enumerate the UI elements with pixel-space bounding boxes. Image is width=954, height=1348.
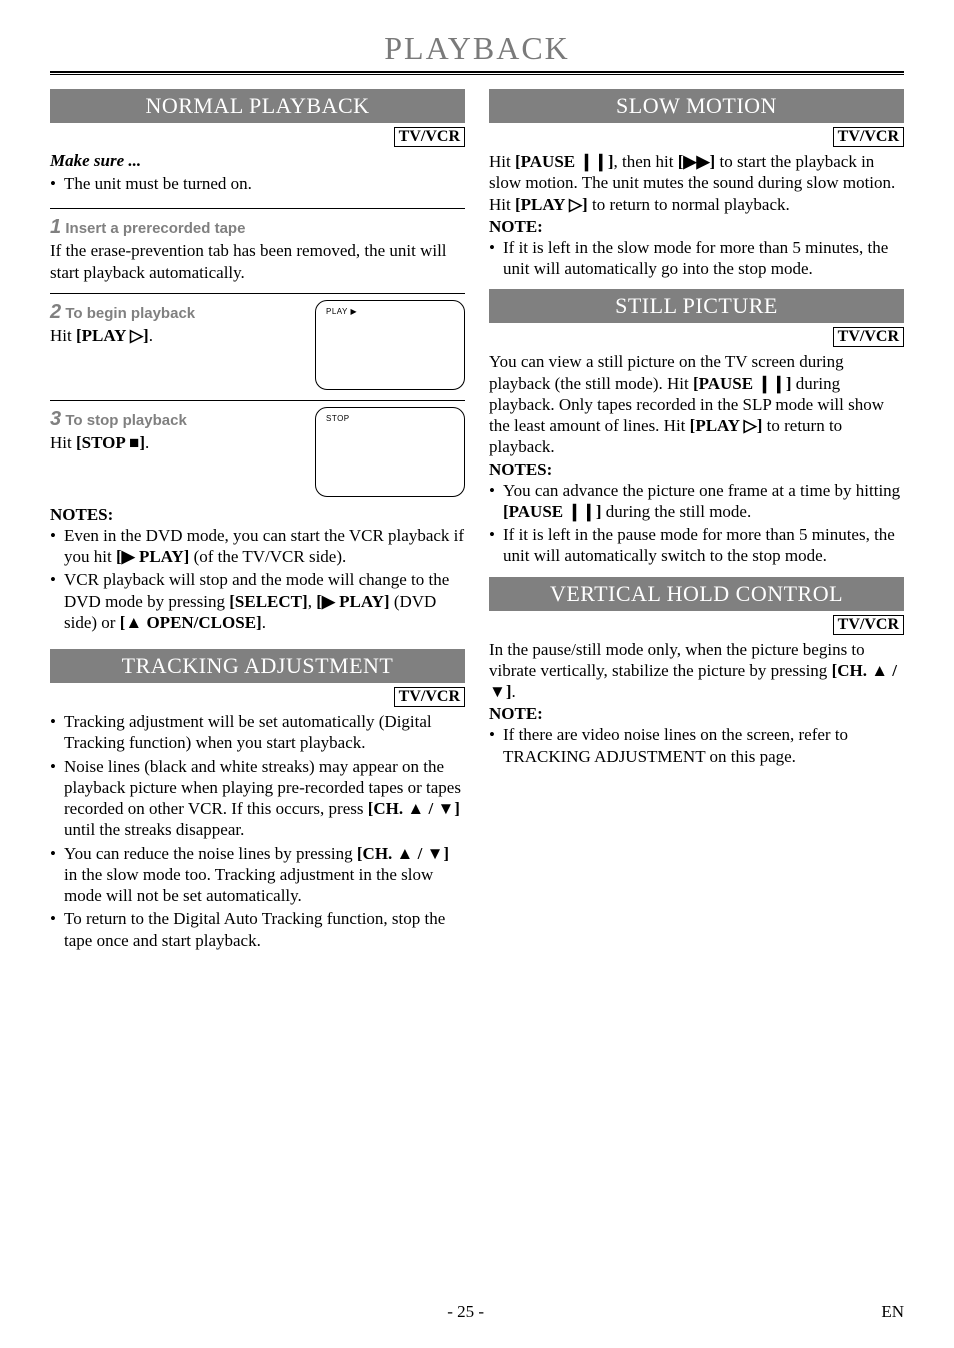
vhold-note-1: If there are video noise lines on the sc…	[489, 724, 904, 767]
normal-note-2f: [▲ OPEN/CLOSE]	[120, 613, 262, 632]
stop-key-label: STOP	[326, 414, 350, 423]
slow-b: [PAUSE ❙❙]	[515, 152, 614, 171]
still-note-1a: You can advance the picture one frame at…	[503, 481, 900, 500]
tvvcr-badge-wrap: TV/VCR	[50, 127, 465, 147]
title-rule-thick	[50, 71, 904, 73]
normal-note-2: VCR playback will stop and the mode will…	[50, 569, 465, 633]
step-2-body-c: .	[149, 326, 153, 345]
slow-note-list: If it is left in the slow mode for more …	[489, 237, 904, 280]
slow-g: to return to normal playback.	[588, 195, 790, 214]
vhold-a: In the pause/still mode only, when the p…	[489, 640, 865, 680]
slow-note-heading: NOTE:	[489, 217, 904, 237]
step-2-line: 2 To begin playback	[50, 300, 305, 325]
content-columns: NORMAL PLAYBACK TV/VCR Make sure ... The…	[50, 89, 904, 953]
footer-lang: EN	[881, 1302, 904, 1322]
vhold-c: .	[512, 682, 516, 701]
tvvcr-badge-3: TV/VCR	[833, 127, 904, 147]
slow-note-1: If it is left in the slow mode for more …	[489, 237, 904, 280]
step-2-body-b: [PLAY ▷]	[76, 326, 149, 345]
step-1-line: 1 Insert a prerecorded tape	[50, 215, 465, 240]
step-3-number: 3	[50, 408, 61, 430]
step-2-body-a: Hit	[50, 326, 76, 345]
section-normal-playback-header: NORMAL PLAYBACK	[50, 89, 465, 123]
tracking-item-2c: until the streaks disappear.	[64, 820, 244, 839]
vhold-note-list: If there are video noise lines on the sc…	[489, 724, 904, 767]
slow-f: [PLAY ▷]	[515, 195, 588, 214]
step-3-body-b: [STOP ■]	[76, 433, 145, 452]
section-vhold-header: VERTICAL HOLD CONTROL	[489, 577, 904, 611]
tracking-item-3: You can reduce the noise lines by pressi…	[50, 843, 465, 907]
normal-note-1b: [▶ PLAY]	[116, 547, 189, 566]
slow-c: , then hit	[614, 152, 678, 171]
title-rule-thin	[50, 74, 904, 75]
normal-note-2b: [SELECT]	[229, 592, 307, 611]
still-notes-list: You can advance the picture one frame at…	[489, 480, 904, 567]
make-sure-item: The unit must be turned on.	[50, 173, 465, 194]
page-title: PLAYBACK	[50, 30, 904, 67]
normal-note-2g: .	[262, 613, 266, 632]
still-note-2: If it is left in the pause mode for more…	[489, 524, 904, 567]
tracking-item-2b: [CH. ▲ / ▼]	[368, 799, 460, 818]
page-footer: - 25 - EN	[50, 1302, 904, 1322]
tvvcr-badge-wrap-4: TV/VCR	[489, 327, 904, 347]
step-1-label: Insert a prerecorded tape	[65, 220, 245, 237]
normal-note-1: Even in the DVD mode, you can start the …	[50, 525, 465, 568]
normal-note-2d: [▶ PLAY]	[316, 592, 389, 611]
right-column: SLOW MOTION TV/VCR Hit [PAUSE ❙❙], then …	[489, 89, 904, 953]
tvvcr-badge-4: TV/VCR	[833, 327, 904, 347]
still-b: [PAUSE ❙❙]	[693, 374, 792, 393]
step-3-body: Hit [STOP ■].	[50, 432, 305, 453]
tvvcr-badge-wrap-3: TV/VCR	[489, 127, 904, 147]
tvvcr-badge-wrap-5: TV/VCR	[489, 615, 904, 635]
still-note-1b: [PAUSE ❙❙]	[503, 502, 602, 521]
vhold-note-heading: NOTE:	[489, 704, 904, 724]
step-3-body-c: .	[145, 433, 149, 452]
left-column: NORMAL PLAYBACK TV/VCR Make sure ... The…	[50, 89, 465, 953]
tvvcr-badge: TV/VCR	[394, 127, 465, 147]
step-2-label: To begin playback	[65, 305, 195, 322]
normal-note-1c: (of the TV/VCR side).	[189, 547, 346, 566]
step-1-number: 1	[50, 216, 61, 238]
footer-page-number: - 25 -	[447, 1302, 484, 1322]
step-3-line: 3 To stop playback	[50, 407, 305, 432]
step-2-body: Hit [PLAY ▷].	[50, 325, 305, 346]
vhold-body: In the pause/still mode only, when the p…	[489, 639, 904, 703]
tracking-item-2: Noise lines (black and white streaks) ma…	[50, 756, 465, 841]
tvvcr-badge-wrap-2: TV/VCR	[50, 687, 465, 707]
section-slow-header: SLOW MOTION	[489, 89, 904, 123]
make-sure-list: The unit must be turned on.	[50, 173, 465, 194]
normal-note-2c: ,	[308, 592, 317, 611]
still-d: [PLAY ▷]	[690, 416, 763, 435]
section-tracking-header: TRACKING ADJUSTMENT	[50, 649, 465, 683]
slow-d: [▶▶]	[678, 152, 715, 171]
section-still-header: STILL PICTURE	[489, 289, 904, 323]
tvvcr-badge-5: TV/VCR	[833, 615, 904, 635]
tracking-item-3a: You can reduce the noise lines by pressi…	[64, 844, 357, 863]
tracking-list: Tracking adjustment will be set automati…	[50, 711, 465, 951]
play-key-box: PLAY ▶	[315, 300, 465, 390]
step-2: 2 To begin playback Hit [PLAY ▷]. PLAY ▶	[50, 293, 465, 390]
step-1: 1 Insert a prerecorded tape If the erase…	[50, 208, 465, 283]
still-note-1c: during the still mode.	[602, 502, 752, 521]
step-3: 3 To stop playback Hit [STOP ■]. STOP	[50, 400, 465, 497]
slow-a: Hit	[489, 152, 515, 171]
play-key-label: PLAY ▶	[326, 307, 357, 316]
slow-body: Hit [PAUSE ❙❙], then hit [▶▶] to start t…	[489, 151, 904, 215]
stop-key-box: STOP	[315, 407, 465, 497]
normal-notes-heading: NOTES:	[50, 505, 465, 525]
still-notes-heading: NOTES:	[489, 460, 904, 480]
step-3-label: To stop playback	[65, 412, 186, 429]
still-body: You can view a still picture on the TV s…	[489, 351, 904, 457]
step-2-number: 2	[50, 301, 61, 323]
tracking-item-1: Tracking adjustment will be set automati…	[50, 711, 465, 754]
tvvcr-badge-2: TV/VCR	[394, 687, 465, 707]
tracking-item-3c: in the slow mode too. Tracking adjustmen…	[64, 865, 433, 905]
tracking-item-3b: [CH. ▲ / ▼]	[357, 844, 449, 863]
still-note-1: You can advance the picture one frame at…	[489, 480, 904, 523]
make-sure-heading: Make sure ...	[50, 151, 465, 171]
normal-notes-list: Even in the DVD mode, you can start the …	[50, 525, 465, 633]
tracking-item-4: To return to the Digital Auto Tracking f…	[50, 908, 465, 951]
step-1-body: If the erase-prevention tab has been rem…	[50, 240, 465, 283]
step-3-body-a: Hit	[50, 433, 76, 452]
